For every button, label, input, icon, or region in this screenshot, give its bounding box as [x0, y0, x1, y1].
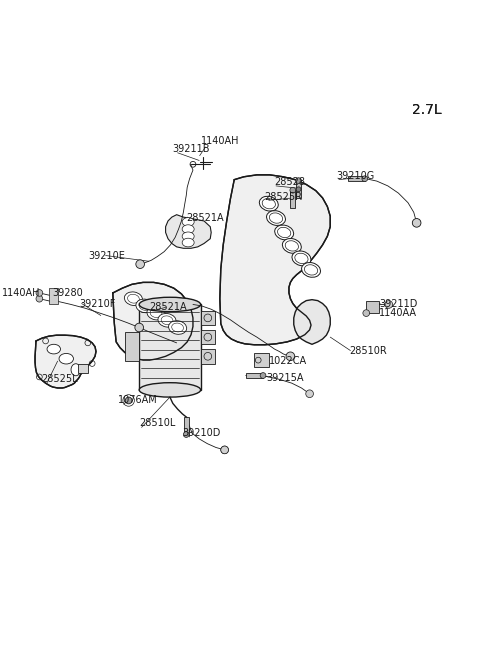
- Text: 28525R: 28525R: [264, 192, 302, 202]
- Polygon shape: [166, 215, 211, 248]
- Polygon shape: [290, 190, 295, 208]
- Circle shape: [412, 219, 421, 227]
- Ellipse shape: [182, 238, 194, 247]
- Ellipse shape: [168, 321, 187, 334]
- Ellipse shape: [182, 232, 194, 240]
- Circle shape: [286, 352, 295, 361]
- Bar: [139, 305, 201, 390]
- Circle shape: [125, 397, 132, 404]
- Circle shape: [36, 290, 43, 296]
- Ellipse shape: [182, 225, 194, 233]
- Text: 39210D: 39210D: [182, 428, 221, 438]
- Polygon shape: [348, 176, 365, 181]
- Text: 39211D: 39211D: [379, 299, 418, 309]
- Ellipse shape: [124, 292, 143, 305]
- Text: 28521A: 28521A: [186, 213, 224, 223]
- Ellipse shape: [136, 299, 154, 312]
- Text: 39211B: 39211B: [173, 143, 210, 154]
- Circle shape: [221, 446, 228, 454]
- Circle shape: [413, 219, 420, 227]
- Polygon shape: [184, 417, 189, 434]
- Polygon shape: [366, 301, 379, 313]
- Circle shape: [260, 373, 266, 379]
- Circle shape: [362, 176, 368, 181]
- Ellipse shape: [275, 225, 294, 240]
- Ellipse shape: [158, 314, 176, 327]
- Circle shape: [290, 187, 296, 193]
- Circle shape: [36, 295, 43, 302]
- Text: 28525L: 28525L: [41, 373, 77, 384]
- Text: 28521A: 28521A: [149, 302, 186, 312]
- Polygon shape: [113, 282, 193, 360]
- Bar: [125, 332, 139, 361]
- Text: 1022CA: 1022CA: [269, 356, 307, 366]
- Ellipse shape: [259, 196, 278, 211]
- Bar: [201, 330, 215, 345]
- Circle shape: [183, 432, 189, 438]
- Polygon shape: [294, 299, 330, 345]
- Circle shape: [136, 260, 144, 269]
- Circle shape: [385, 301, 393, 309]
- Ellipse shape: [147, 307, 165, 320]
- Text: 39210G: 39210G: [336, 171, 374, 181]
- Bar: [254, 353, 269, 367]
- Text: 2.7L: 2.7L: [412, 103, 442, 117]
- Ellipse shape: [139, 383, 201, 397]
- Polygon shape: [35, 335, 96, 388]
- Text: 1140AH: 1140AH: [201, 136, 239, 146]
- Polygon shape: [220, 175, 330, 345]
- Ellipse shape: [282, 238, 301, 253]
- Circle shape: [363, 310, 370, 316]
- Text: 1140AA: 1140AA: [379, 308, 417, 318]
- Text: 39215A: 39215A: [266, 373, 304, 383]
- Circle shape: [296, 178, 301, 183]
- Bar: [201, 310, 215, 325]
- Ellipse shape: [71, 364, 81, 376]
- Text: 1076AM: 1076AM: [118, 395, 157, 405]
- Text: 2.7L: 2.7L: [412, 103, 442, 117]
- Text: 39280: 39280: [53, 288, 84, 298]
- Bar: [201, 349, 215, 364]
- Circle shape: [306, 390, 313, 398]
- Text: 39210F: 39210F: [79, 299, 116, 309]
- Circle shape: [221, 446, 228, 454]
- Circle shape: [296, 187, 301, 192]
- Text: 39210E: 39210E: [89, 252, 126, 261]
- Text: 28510R: 28510R: [349, 346, 387, 356]
- Ellipse shape: [47, 345, 60, 354]
- Ellipse shape: [59, 354, 73, 364]
- Ellipse shape: [182, 217, 194, 226]
- Ellipse shape: [139, 297, 201, 312]
- Circle shape: [135, 323, 144, 332]
- Text: 28510L: 28510L: [139, 419, 176, 428]
- Polygon shape: [296, 181, 301, 198]
- Bar: [78, 364, 88, 373]
- Ellipse shape: [301, 263, 321, 277]
- Text: 1140AH: 1140AH: [2, 288, 41, 298]
- Ellipse shape: [266, 211, 286, 225]
- Text: 28528: 28528: [275, 178, 306, 187]
- Polygon shape: [246, 373, 263, 378]
- Ellipse shape: [292, 251, 311, 266]
- Polygon shape: [49, 288, 58, 303]
